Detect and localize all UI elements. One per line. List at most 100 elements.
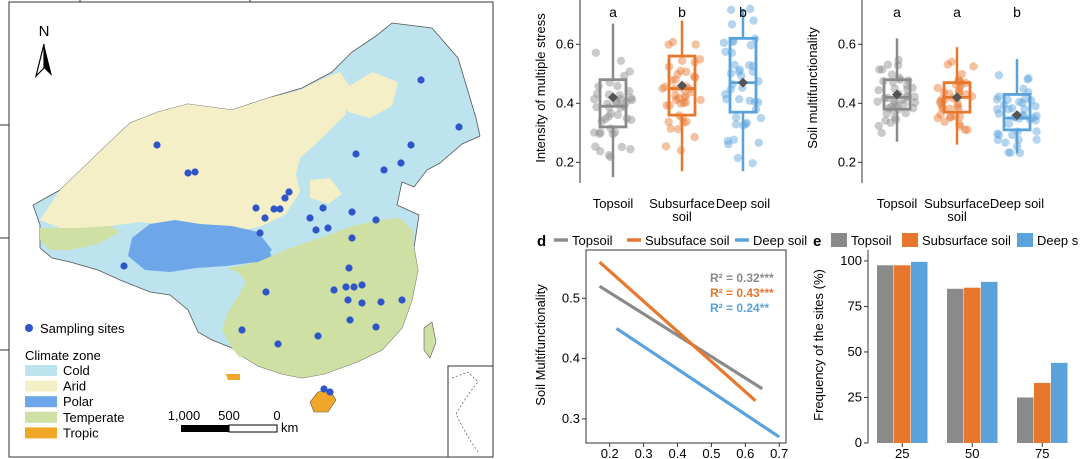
jitter-point [1003,95,1012,105]
scale-unit: km [281,420,298,435]
jitter-point [963,125,972,135]
jitter-point [742,118,751,128]
ytick-label: 0.2 [838,154,856,169]
bar [1017,397,1034,443]
jitter-point [940,117,949,127]
north-label: N [39,23,50,40]
climate-label: Tropic [63,425,99,440]
jitter-point [591,48,601,57]
xtick-label: 0.4 [668,446,686,459]
jitter-point [664,117,673,127]
temperate-zone [232,340,250,358]
mean-marker [952,92,962,103]
jitter-point [969,62,978,71]
jitter-point [945,113,955,122]
jitter-point [953,99,963,109]
jitter-point [596,147,605,156]
sampling-site [319,204,327,212]
jitter-point [1032,127,1041,136]
jitter-point [671,91,680,100]
sampling-site [397,159,405,167]
jitter-point [746,4,755,14]
sampling-site [344,296,352,304]
bar [1051,362,1068,443]
jitter-point [721,47,730,56]
jitter-point [992,95,1002,104]
jitter-point [690,132,699,142]
jitter-point [691,40,700,49]
jitter-point [933,83,942,93]
box [882,78,912,111]
jitter-point [595,129,604,139]
jitter-point [735,65,745,74]
jitter-point [910,92,919,101]
ytick-label: 50 [848,344,862,359]
panel-e-ylabel: Frequency of the sites (%) [811,269,826,421]
regression-line [615,327,781,439]
bar [877,265,894,443]
sampling-site [312,226,320,234]
jitter-point [680,92,690,101]
box [728,36,758,114]
jitter-point [620,71,629,81]
jitter-point [733,153,743,163]
climate-label: Temperate [63,410,124,425]
jitter-point [682,117,691,126]
jitter-point [1019,84,1028,94]
panel-b-yticks: 0.6 0.4 0.2 [556,36,580,169]
sampling-site [358,299,366,307]
jitter-point [591,142,600,151]
jitter-point [1031,116,1040,125]
jitter-point [681,92,690,102]
legend-swatch [1017,233,1033,247]
jitter-point [729,135,739,144]
temperate-zone [222,218,418,378]
jitter-point [887,70,897,79]
sampling-site [358,281,366,289]
jitter-point [754,138,763,147]
sampling-site [320,385,328,393]
jitter-point [744,61,754,70]
ytick-label: 0.4 [838,95,856,110]
xtick-label: 0.5 [702,446,720,459]
ytick-label: 0 [855,435,862,450]
panel-e-plot: 100 75 50 25 0 25 50 75 [840,253,1068,459]
bar [894,265,911,443]
jitter-point [944,89,954,98]
xtick-label: 50 [965,446,979,459]
jitter-point [626,144,635,154]
jitter-point [726,5,736,15]
jitter-point [589,128,599,137]
jitter-point [731,120,741,129]
jitter-point [1014,135,1023,145]
climate-swatch [25,365,57,376]
jitter-point [993,129,1002,138]
significance-letter: b [678,4,686,20]
ytick-label: 0.6 [838,36,856,51]
xtick-label: 0.7 [770,446,788,459]
jitter-point [590,95,599,104]
jitter-point [722,94,731,104]
xtick-label: 0.3 [635,446,653,459]
jitter-point [1006,148,1015,157]
jitter-point [664,40,673,49]
jitter-point [1004,119,1014,128]
mean-marker [1012,110,1022,121]
jitter-point [677,56,687,65]
ytick-label: 75 [848,298,862,313]
jitter-point [671,75,680,84]
scale-label: 0 [273,408,280,423]
jitter-point [933,113,942,123]
ytick-label: 0.2 [556,154,574,169]
jitter-point [720,89,730,99]
sampling-site-icon [25,324,33,332]
arid-zone [340,72,398,118]
jitter-point [1004,148,1013,157]
jitter-point [936,97,945,106]
jitter-point [891,98,900,107]
legend-climate-title: Climate zone [25,348,101,363]
